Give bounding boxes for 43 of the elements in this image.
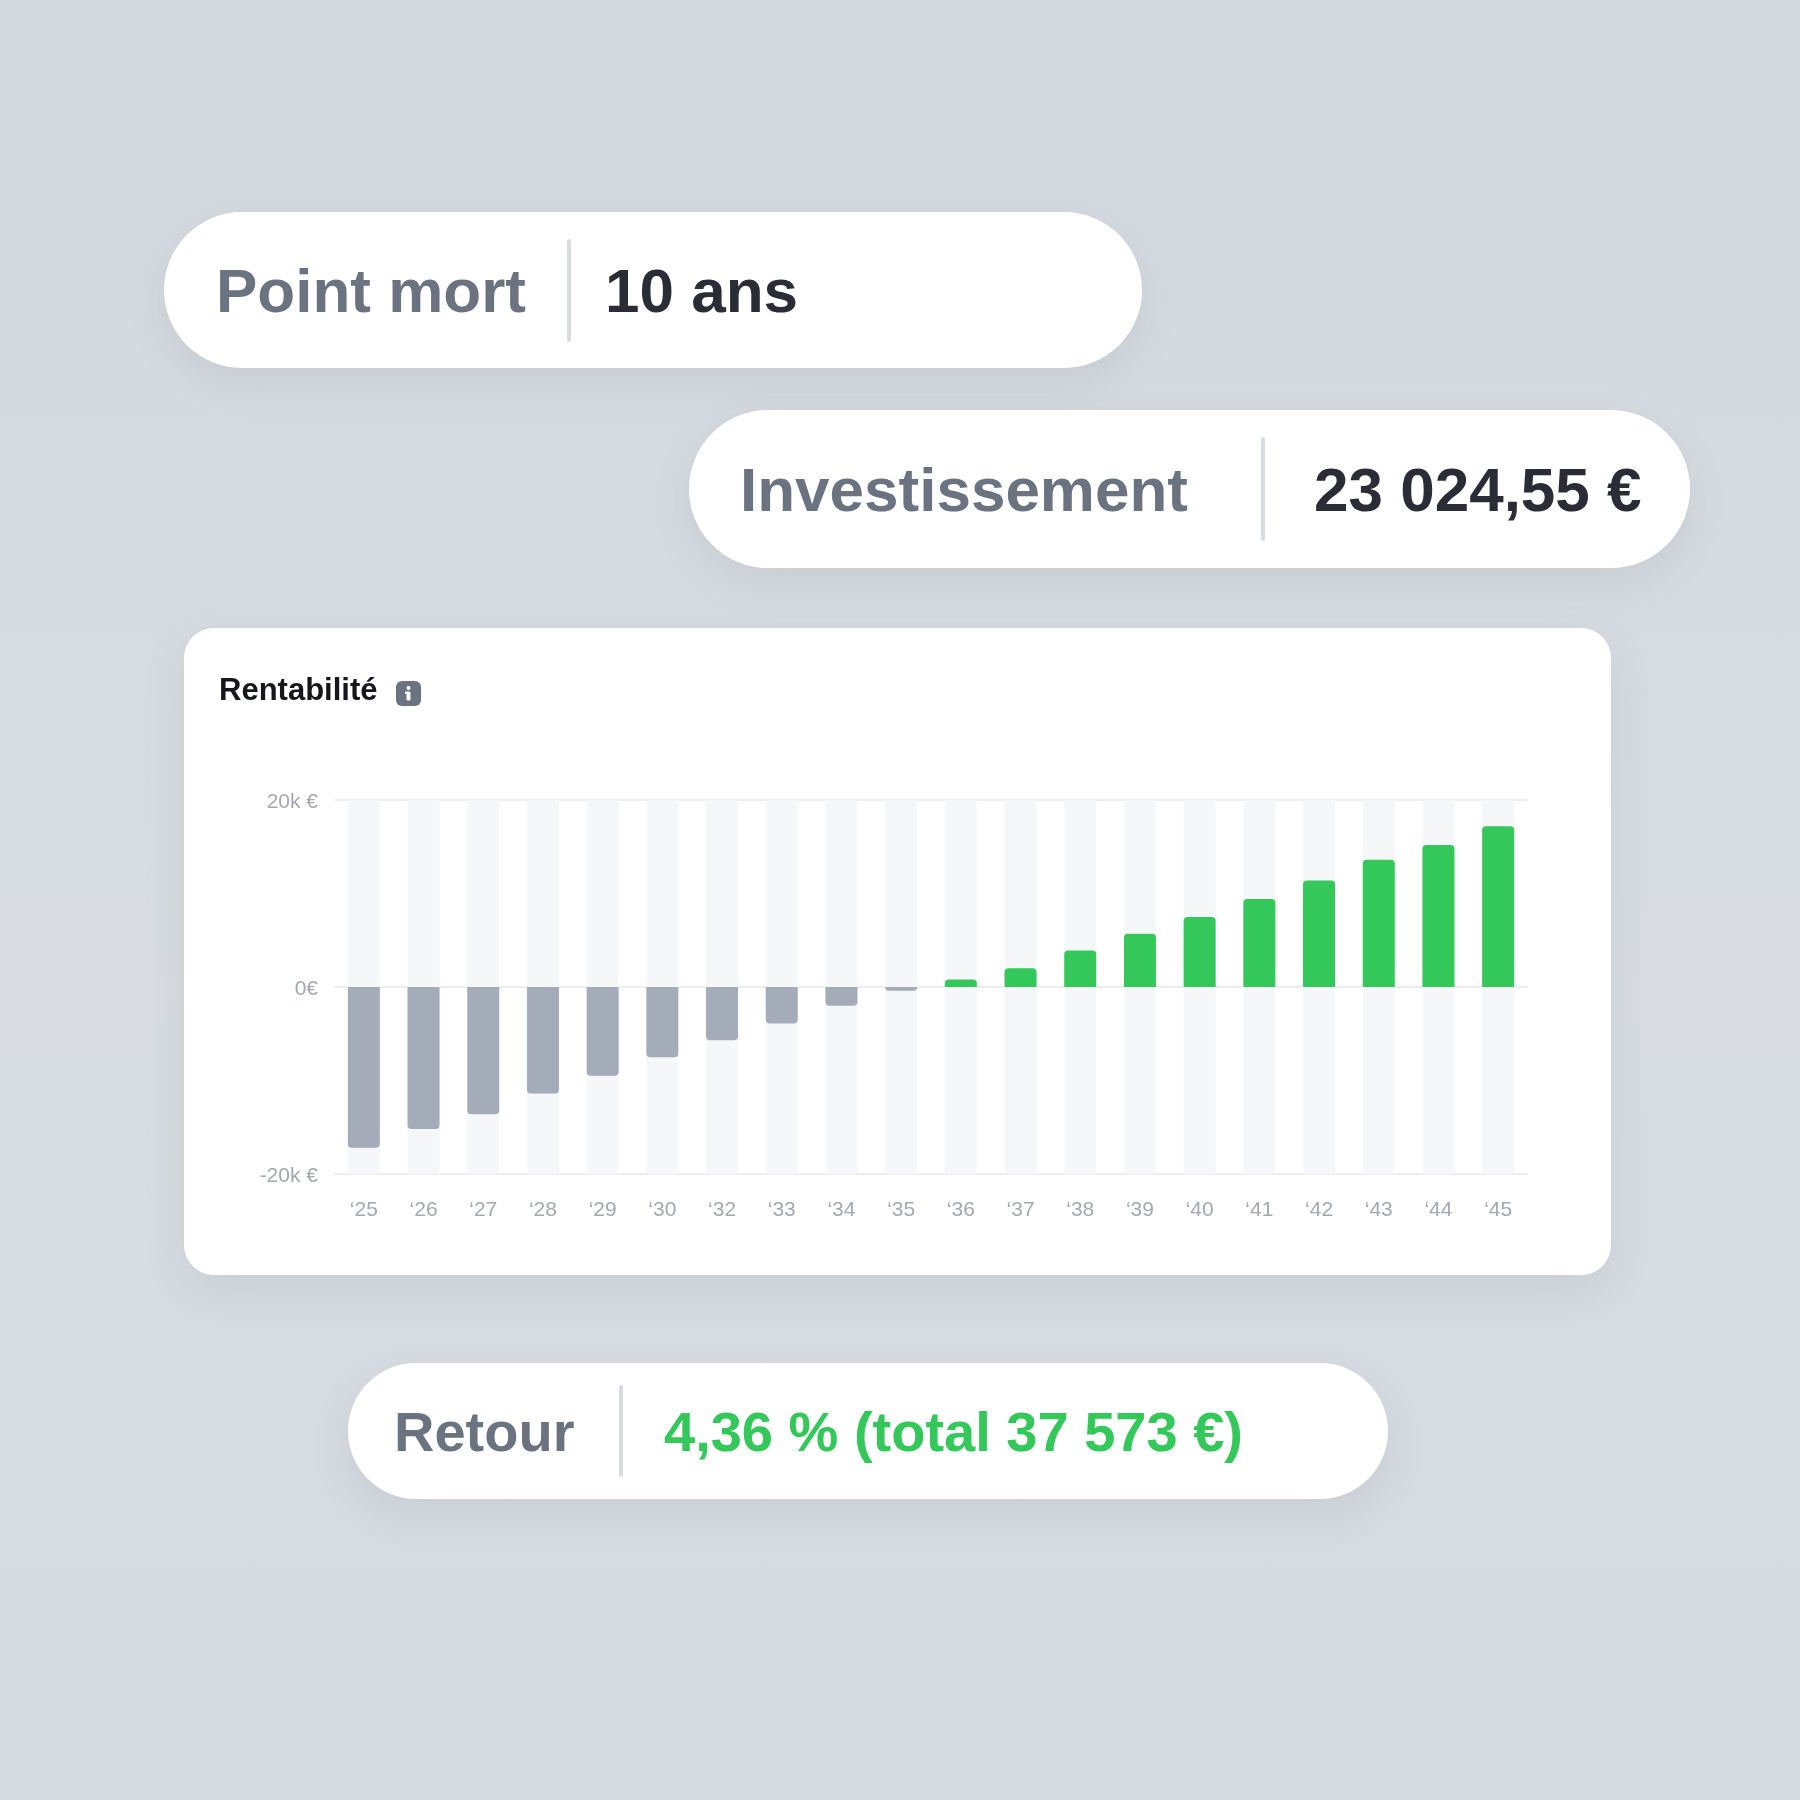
bar (1243, 899, 1276, 987)
y-tick-label: 0€ (294, 975, 319, 999)
bar (526, 987, 559, 1094)
x-tick-label: ‘34 (827, 1197, 856, 1220)
x-tick-label: ‘32 (708, 1197, 737, 1220)
x-tick-label: ‘25 (349, 1197, 378, 1220)
bar (706, 987, 739, 1041)
x-tick-label: ‘28 (528, 1197, 557, 1220)
bar (586, 987, 619, 1076)
y-tick-label: -20k € (259, 1162, 319, 1186)
bar (646, 987, 679, 1058)
x-tick-label: ‘40 (1185, 1197, 1214, 1220)
bar (1123, 933, 1156, 987)
x-tick-label: ‘26 (409, 1197, 438, 1220)
x-tick-label: ‘43 (1364, 1197, 1393, 1220)
bar (1004, 968, 1037, 987)
x-tick-label: ‘41 (1245, 1197, 1274, 1220)
text: 10 ans (605, 254, 799, 327)
bar (1064, 950, 1097, 987)
x-tick-label: ‘39 (1125, 1197, 1154, 1220)
x-tick-label: ‘37 (1006, 1197, 1035, 1220)
x-tick-label: ‘36 (946, 1197, 975, 1220)
x-tick-label: ‘33 (767, 1197, 796, 1220)
bar (825, 987, 858, 1006)
text: 23 024,55 € (1314, 453, 1642, 526)
text: Point mort (216, 254, 526, 327)
chart-title: Rentabilité (219, 672, 378, 708)
y-tick-label: 20k € (266, 788, 319, 812)
bar (1183, 916, 1216, 987)
text: Investissement (740, 453, 1188, 526)
x-tick-label: ‘35 (887, 1197, 916, 1220)
x-tick-label: ‘42 (1305, 1197, 1334, 1220)
x-tick-label: ‘44 (1424, 1197, 1453, 1220)
x-tick-label: ‘45 (1484, 1197, 1513, 1220)
x-tick-label: ‘29 (588, 1197, 617, 1220)
text: Retour (394, 1398, 575, 1465)
bar (765, 987, 798, 1024)
x-tick-label: ‘38 (1066, 1197, 1095, 1220)
bar (1303, 880, 1336, 987)
bar (944, 979, 977, 987)
x-tick-label: ‘27 (469, 1197, 498, 1220)
text: 4,36 % (total 37 573 €) (664, 1398, 1243, 1465)
x-tick-label: ‘30 (648, 1197, 677, 1220)
